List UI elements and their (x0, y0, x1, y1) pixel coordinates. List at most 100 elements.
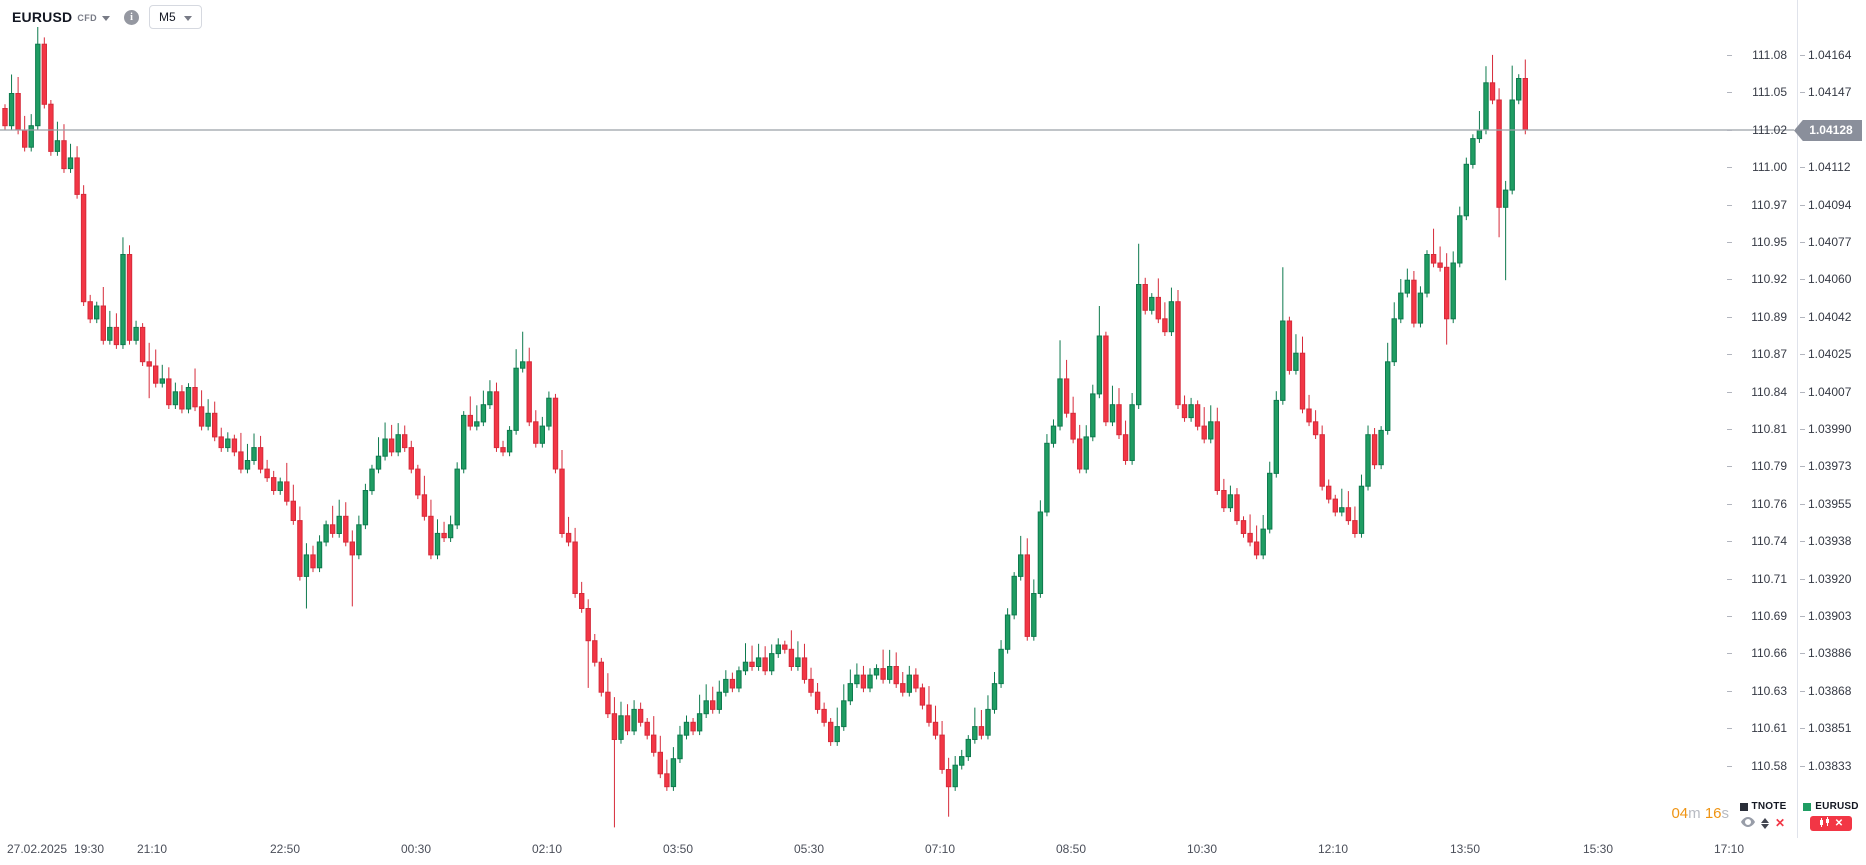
eurusd-series-button[interactable]: ✕ (1810, 816, 1852, 831)
candle[interactable] (847, 683, 853, 702)
sort-arrows-icon[interactable] (1760, 817, 1769, 829)
candle[interactable] (952, 764, 958, 788)
candle[interactable] (801, 657, 808, 680)
candle[interactable] (303, 554, 310, 577)
candle[interactable] (1411, 279, 1417, 324)
candle[interactable] (454, 468, 460, 526)
candle[interactable] (841, 700, 847, 728)
candle[interactable] (185, 387, 192, 410)
candle[interactable] (395, 434, 401, 453)
candle[interactable] (1450, 262, 1456, 320)
candle[interactable] (375, 455, 382, 470)
candle[interactable] (107, 326, 113, 341)
candle[interactable] (356, 524, 362, 556)
candle[interactable] (474, 421, 480, 427)
candle[interactable] (1155, 296, 1161, 320)
candle[interactable] (1391, 318, 1397, 363)
candle[interactable] (860, 674, 867, 689)
candle[interactable] (1050, 425, 1057, 444)
candle[interactable] (552, 397, 559, 470)
candle[interactable] (1083, 436, 1089, 470)
candle[interactable] (271, 477, 277, 492)
candle[interactable] (913, 674, 919, 689)
candle[interactable] (179, 391, 185, 410)
candle[interactable] (1260, 528, 1266, 556)
candle[interactable] (159, 378, 166, 384)
candle[interactable] (1063, 378, 1070, 414)
candle[interactable] (205, 412, 211, 427)
candle[interactable] (926, 704, 932, 723)
candle[interactable] (1424, 254, 1430, 294)
candle[interactable] (290, 500, 297, 522)
candle[interactable] (264, 468, 270, 479)
candle[interactable] (775, 644, 781, 655)
candle[interactable] (1339, 507, 1345, 513)
candle[interactable] (1299, 352, 1306, 410)
candle[interactable] (74, 157, 80, 195)
close-icon[interactable]: ✕ (1774, 816, 1786, 830)
candle[interactable] (41, 43, 47, 105)
candle[interactable] (572, 541, 578, 594)
candle[interactable] (1024, 554, 1030, 637)
candle[interactable] (867, 674, 873, 689)
candle[interactable] (808, 678, 814, 693)
candle[interactable] (461, 414, 467, 470)
candle[interactable] (277, 481, 283, 491)
candle[interactable] (8, 93, 15, 127)
candle[interactable] (1031, 593, 1037, 637)
candle[interactable] (1489, 82, 1496, 101)
candle[interactable] (113, 326, 120, 346)
candle[interactable] (1090, 393, 1096, 438)
candle[interactable] (978, 726, 985, 736)
candle[interactable] (900, 683, 906, 693)
candle[interactable] (873, 668, 880, 676)
eye-icon[interactable] (1740, 814, 1755, 832)
candle[interactable] (1221, 490, 1227, 509)
candle[interactable] (664, 773, 670, 788)
candle[interactable] (1385, 361, 1391, 431)
candle[interactable] (467, 414, 474, 427)
candle[interactable] (683, 721, 690, 736)
candle[interactable] (729, 678, 736, 689)
candle[interactable] (192, 387, 198, 408)
candle[interactable] (769, 653, 775, 672)
candle[interactable] (198, 406, 205, 427)
candle[interactable] (349, 541, 356, 556)
info-icon[interactable]: i (124, 9, 140, 25)
candle[interactable] (1253, 541, 1260, 556)
candle[interactable] (231, 438, 238, 453)
candle[interactable] (506, 429, 513, 453)
candle[interactable] (500, 447, 506, 453)
candle[interactable] (598, 661, 604, 693)
candle[interactable] (1168, 301, 1175, 333)
candle[interactable] (906, 674, 912, 693)
candle[interactable] (1496, 99, 1502, 208)
candle[interactable] (251, 447, 257, 462)
candle[interactable] (172, 391, 179, 406)
candle[interactable] (1280, 320, 1286, 401)
candle[interactable] (828, 721, 834, 743)
candle[interactable] (742, 661, 749, 672)
candle[interactable] (723, 678, 729, 693)
candle[interactable] (755, 657, 762, 668)
candle[interactable] (382, 438, 388, 457)
candle[interactable] (736, 670, 742, 689)
candle[interactable] (991, 683, 998, 710)
candle[interactable] (1326, 485, 1332, 500)
candle[interactable] (1037, 511, 1044, 594)
candle[interactable] (1404, 279, 1410, 294)
candle[interactable] (35, 43, 41, 127)
candle[interactable] (310, 554, 316, 569)
candle[interactable] (677, 734, 683, 760)
candle[interactable] (919, 687, 926, 706)
candle[interactable] (1149, 296, 1155, 311)
candle[interactable] (1142, 284, 1148, 311)
candle[interactable] (421, 494, 428, 517)
candle[interactable] (1077, 438, 1083, 470)
candle[interactable] (965, 738, 971, 758)
candle[interactable] (814, 691, 821, 710)
candle[interactable] (585, 608, 591, 642)
candle[interactable] (87, 301, 93, 320)
candle[interactable] (1096, 335, 1103, 395)
